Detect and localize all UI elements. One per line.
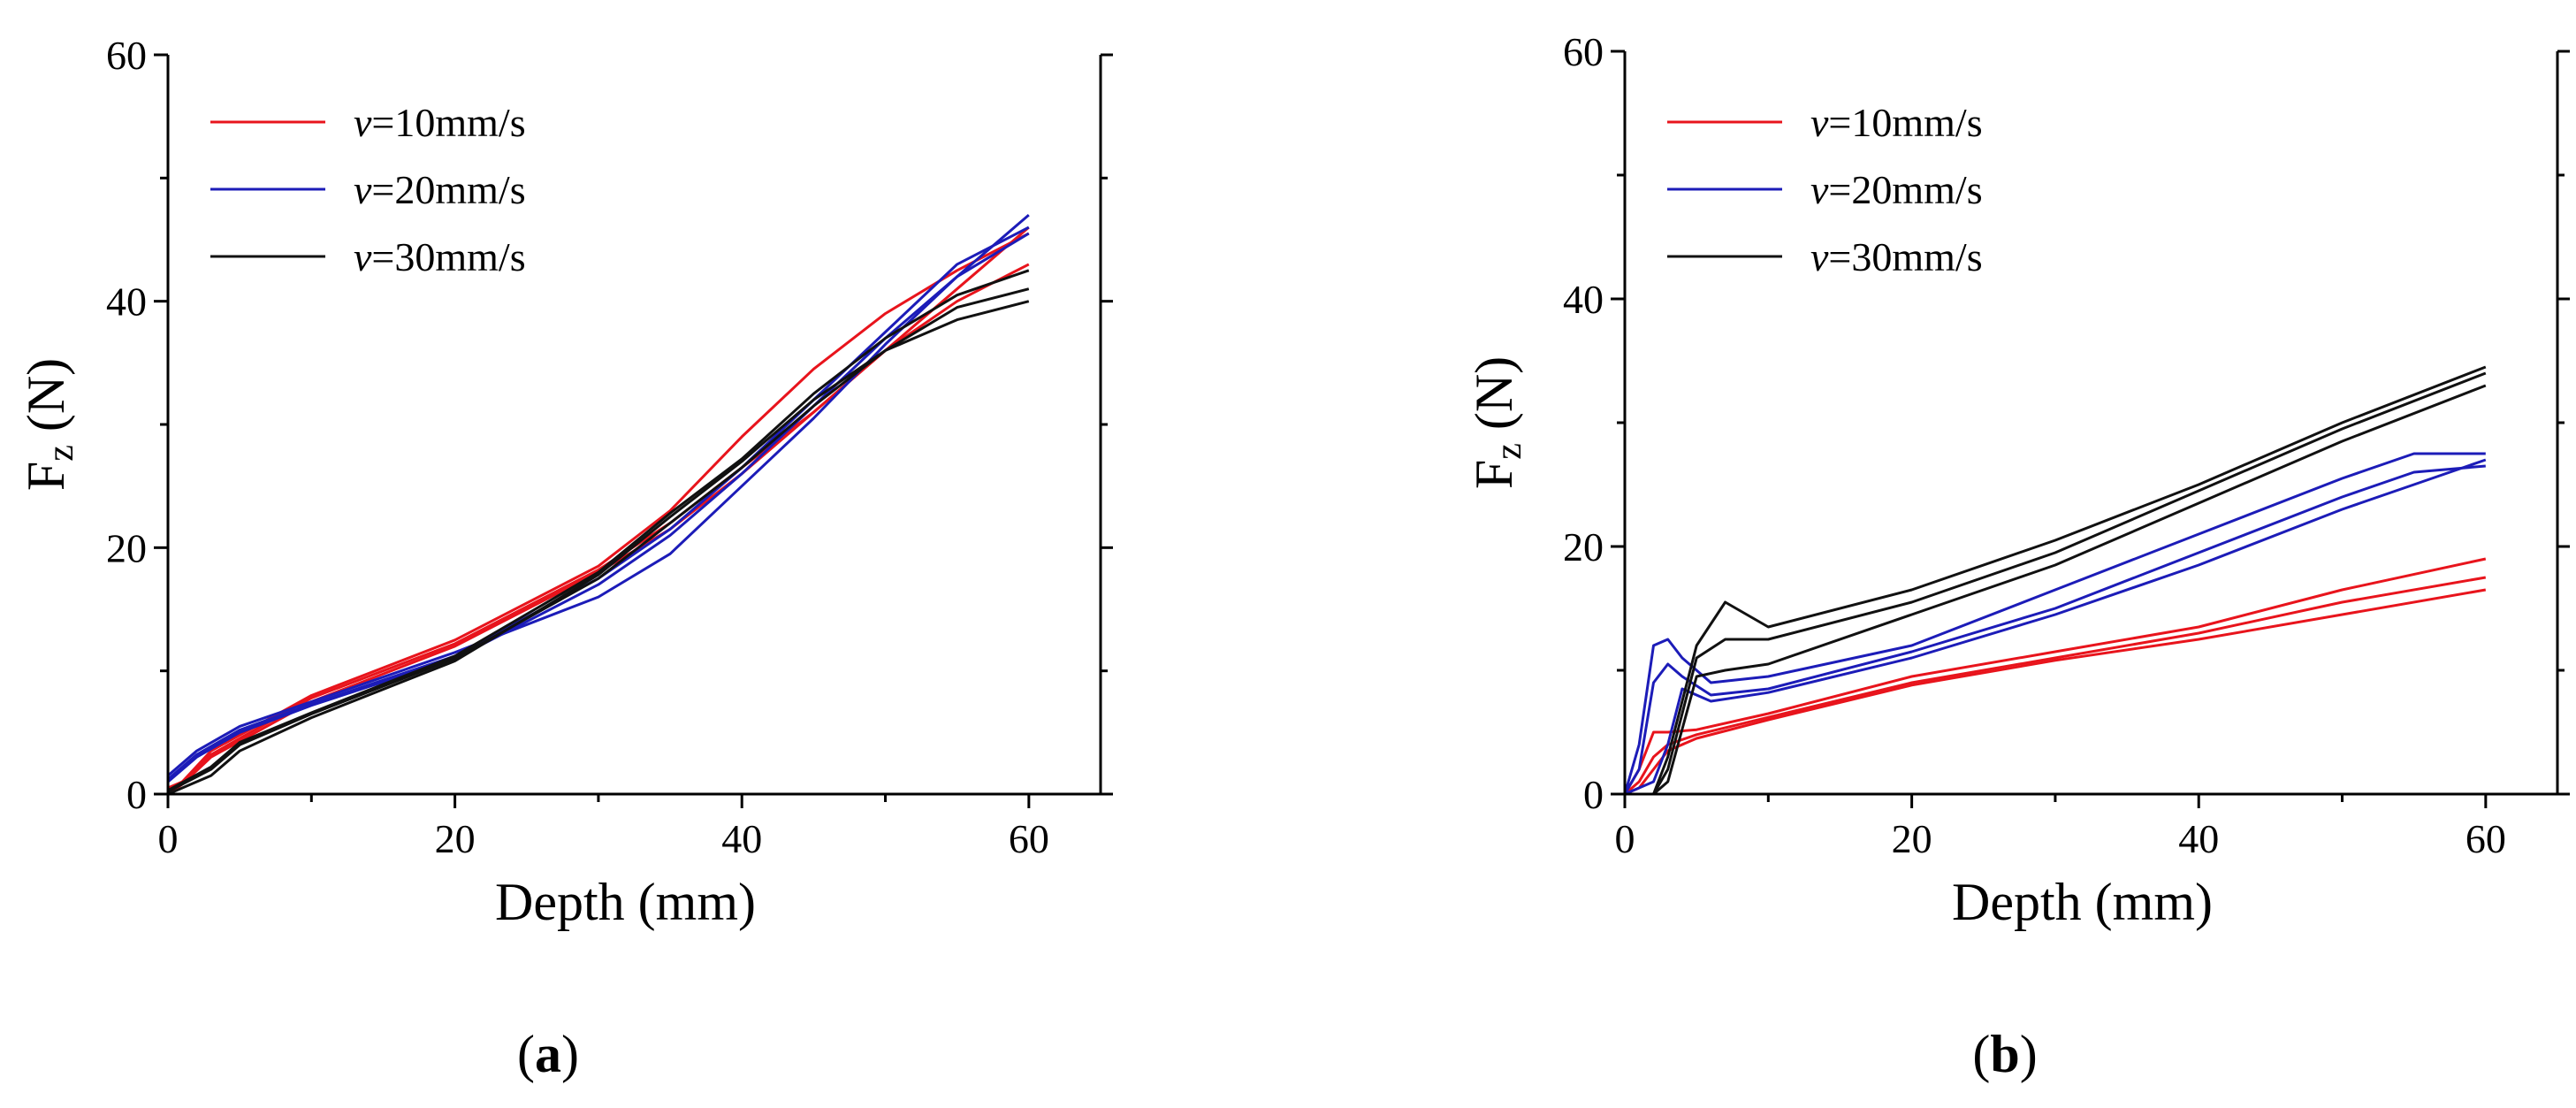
y-axis-title-unit: (N) bbox=[17, 358, 75, 445]
y-tick-label: 0 bbox=[1583, 772, 1604, 817]
x-axis-title: Depth (mm) bbox=[1952, 873, 2213, 931]
x-tick-label: 20 bbox=[435, 816, 476, 861]
panel-label-close: ) bbox=[2020, 1025, 2038, 1083]
legend-label-value: =10mm/s bbox=[371, 100, 525, 145]
legend-label-variable: v bbox=[354, 234, 372, 279]
y-axis-title: Fz (N) bbox=[1465, 356, 1529, 489]
legend-label: v=30mm/s bbox=[354, 234, 526, 279]
panel-label-letter: b bbox=[1990, 1025, 2019, 1083]
legend-label-variable: v bbox=[354, 167, 372, 212]
series-line bbox=[1624, 588, 2487, 796]
series-line bbox=[167, 300, 1030, 796]
legend-label: v=30mm/s bbox=[1810, 234, 1983, 279]
y-axis-title: Fz (N) bbox=[17, 358, 81, 491]
series-line bbox=[1623, 464, 2486, 795]
series-line bbox=[167, 232, 1030, 790]
legend-label-value: =30mm/s bbox=[1828, 234, 1982, 279]
y-axis-title-main: F bbox=[17, 462, 75, 491]
legend-label: v=10mm/s bbox=[354, 100, 526, 145]
series-line bbox=[1624, 458, 2487, 796]
y-axis-title-subscript: z bbox=[1489, 443, 1529, 460]
panel-label-open: ( bbox=[517, 1025, 535, 1083]
x-tick-label: 40 bbox=[721, 816, 762, 861]
x-tick-label: 60 bbox=[2465, 816, 2506, 861]
x-tick-label: 60 bbox=[1009, 816, 1049, 861]
y-tick-label: 0 bbox=[126, 772, 147, 817]
x-tick-label: 40 bbox=[2178, 816, 2219, 861]
legend-label: v=20mm/s bbox=[1810, 167, 1983, 212]
y-tick-label: 40 bbox=[106, 279, 147, 325]
legend-label-variable: v bbox=[354, 100, 372, 145]
legend-label-value: =30mm/s bbox=[371, 234, 525, 279]
y-axis-title-subscript: z bbox=[41, 445, 81, 462]
y-tick-label: 60 bbox=[106, 33, 147, 78]
series-line bbox=[1623, 557, 2487, 795]
series-line bbox=[167, 213, 1030, 777]
legend-label-variable: v bbox=[1810, 167, 1829, 212]
series-line bbox=[167, 225, 1030, 781]
panel-label-letter: a bbox=[535, 1025, 561, 1083]
y-tick-label: 20 bbox=[1563, 524, 1604, 569]
legend-label: v=20mm/s bbox=[354, 167, 526, 212]
panel-label-open: ( bbox=[1972, 1025, 1990, 1083]
legend-label-value: =10mm/s bbox=[1828, 100, 1982, 145]
y-axis-title-unit: (N) bbox=[1465, 356, 1523, 443]
legend-label-variable: v bbox=[1810, 234, 1829, 279]
y-tick-label: 20 bbox=[106, 525, 147, 570]
series-line bbox=[1625, 365, 2487, 796]
legend-label-variable: v bbox=[1810, 100, 1829, 145]
y-tick-label: 60 bbox=[1563, 29, 1604, 74]
legend-label-value: =20mm/s bbox=[1828, 167, 1982, 212]
legend-label-value: =20mm/s bbox=[371, 167, 525, 212]
x-tick-label: 0 bbox=[1615, 816, 1635, 861]
series-line bbox=[167, 269, 1030, 792]
series-line bbox=[1625, 371, 2487, 796]
x-axis-title: Depth (mm) bbox=[495, 873, 756, 931]
series-line bbox=[1624, 576, 2487, 796]
series-line bbox=[167, 287, 1030, 793]
x-tick-label: 0 bbox=[158, 816, 179, 861]
series-line bbox=[167, 232, 1030, 783]
panel-label-close: ) bbox=[561, 1025, 579, 1083]
y-tick-label: 40 bbox=[1563, 277, 1604, 322]
series-line bbox=[1623, 452, 2486, 795]
x-tick-label: 20 bbox=[1892, 816, 1932, 861]
y-axis-title-main: F bbox=[1465, 460, 1523, 489]
legend-label: v=10mm/s bbox=[1810, 100, 1983, 145]
series-line bbox=[1625, 384, 2487, 796]
panel-label: (b) bbox=[1972, 1025, 2037, 1083]
panel-label: (a) bbox=[517, 1025, 579, 1083]
